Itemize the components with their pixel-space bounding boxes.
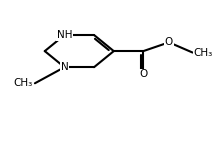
Text: N: N [61, 62, 68, 72]
Text: CH₃: CH₃ [194, 48, 213, 58]
Text: O: O [139, 69, 147, 80]
Text: O: O [165, 37, 173, 47]
Text: CH₃: CH₃ [14, 78, 33, 88]
Text: NH: NH [57, 30, 72, 40]
